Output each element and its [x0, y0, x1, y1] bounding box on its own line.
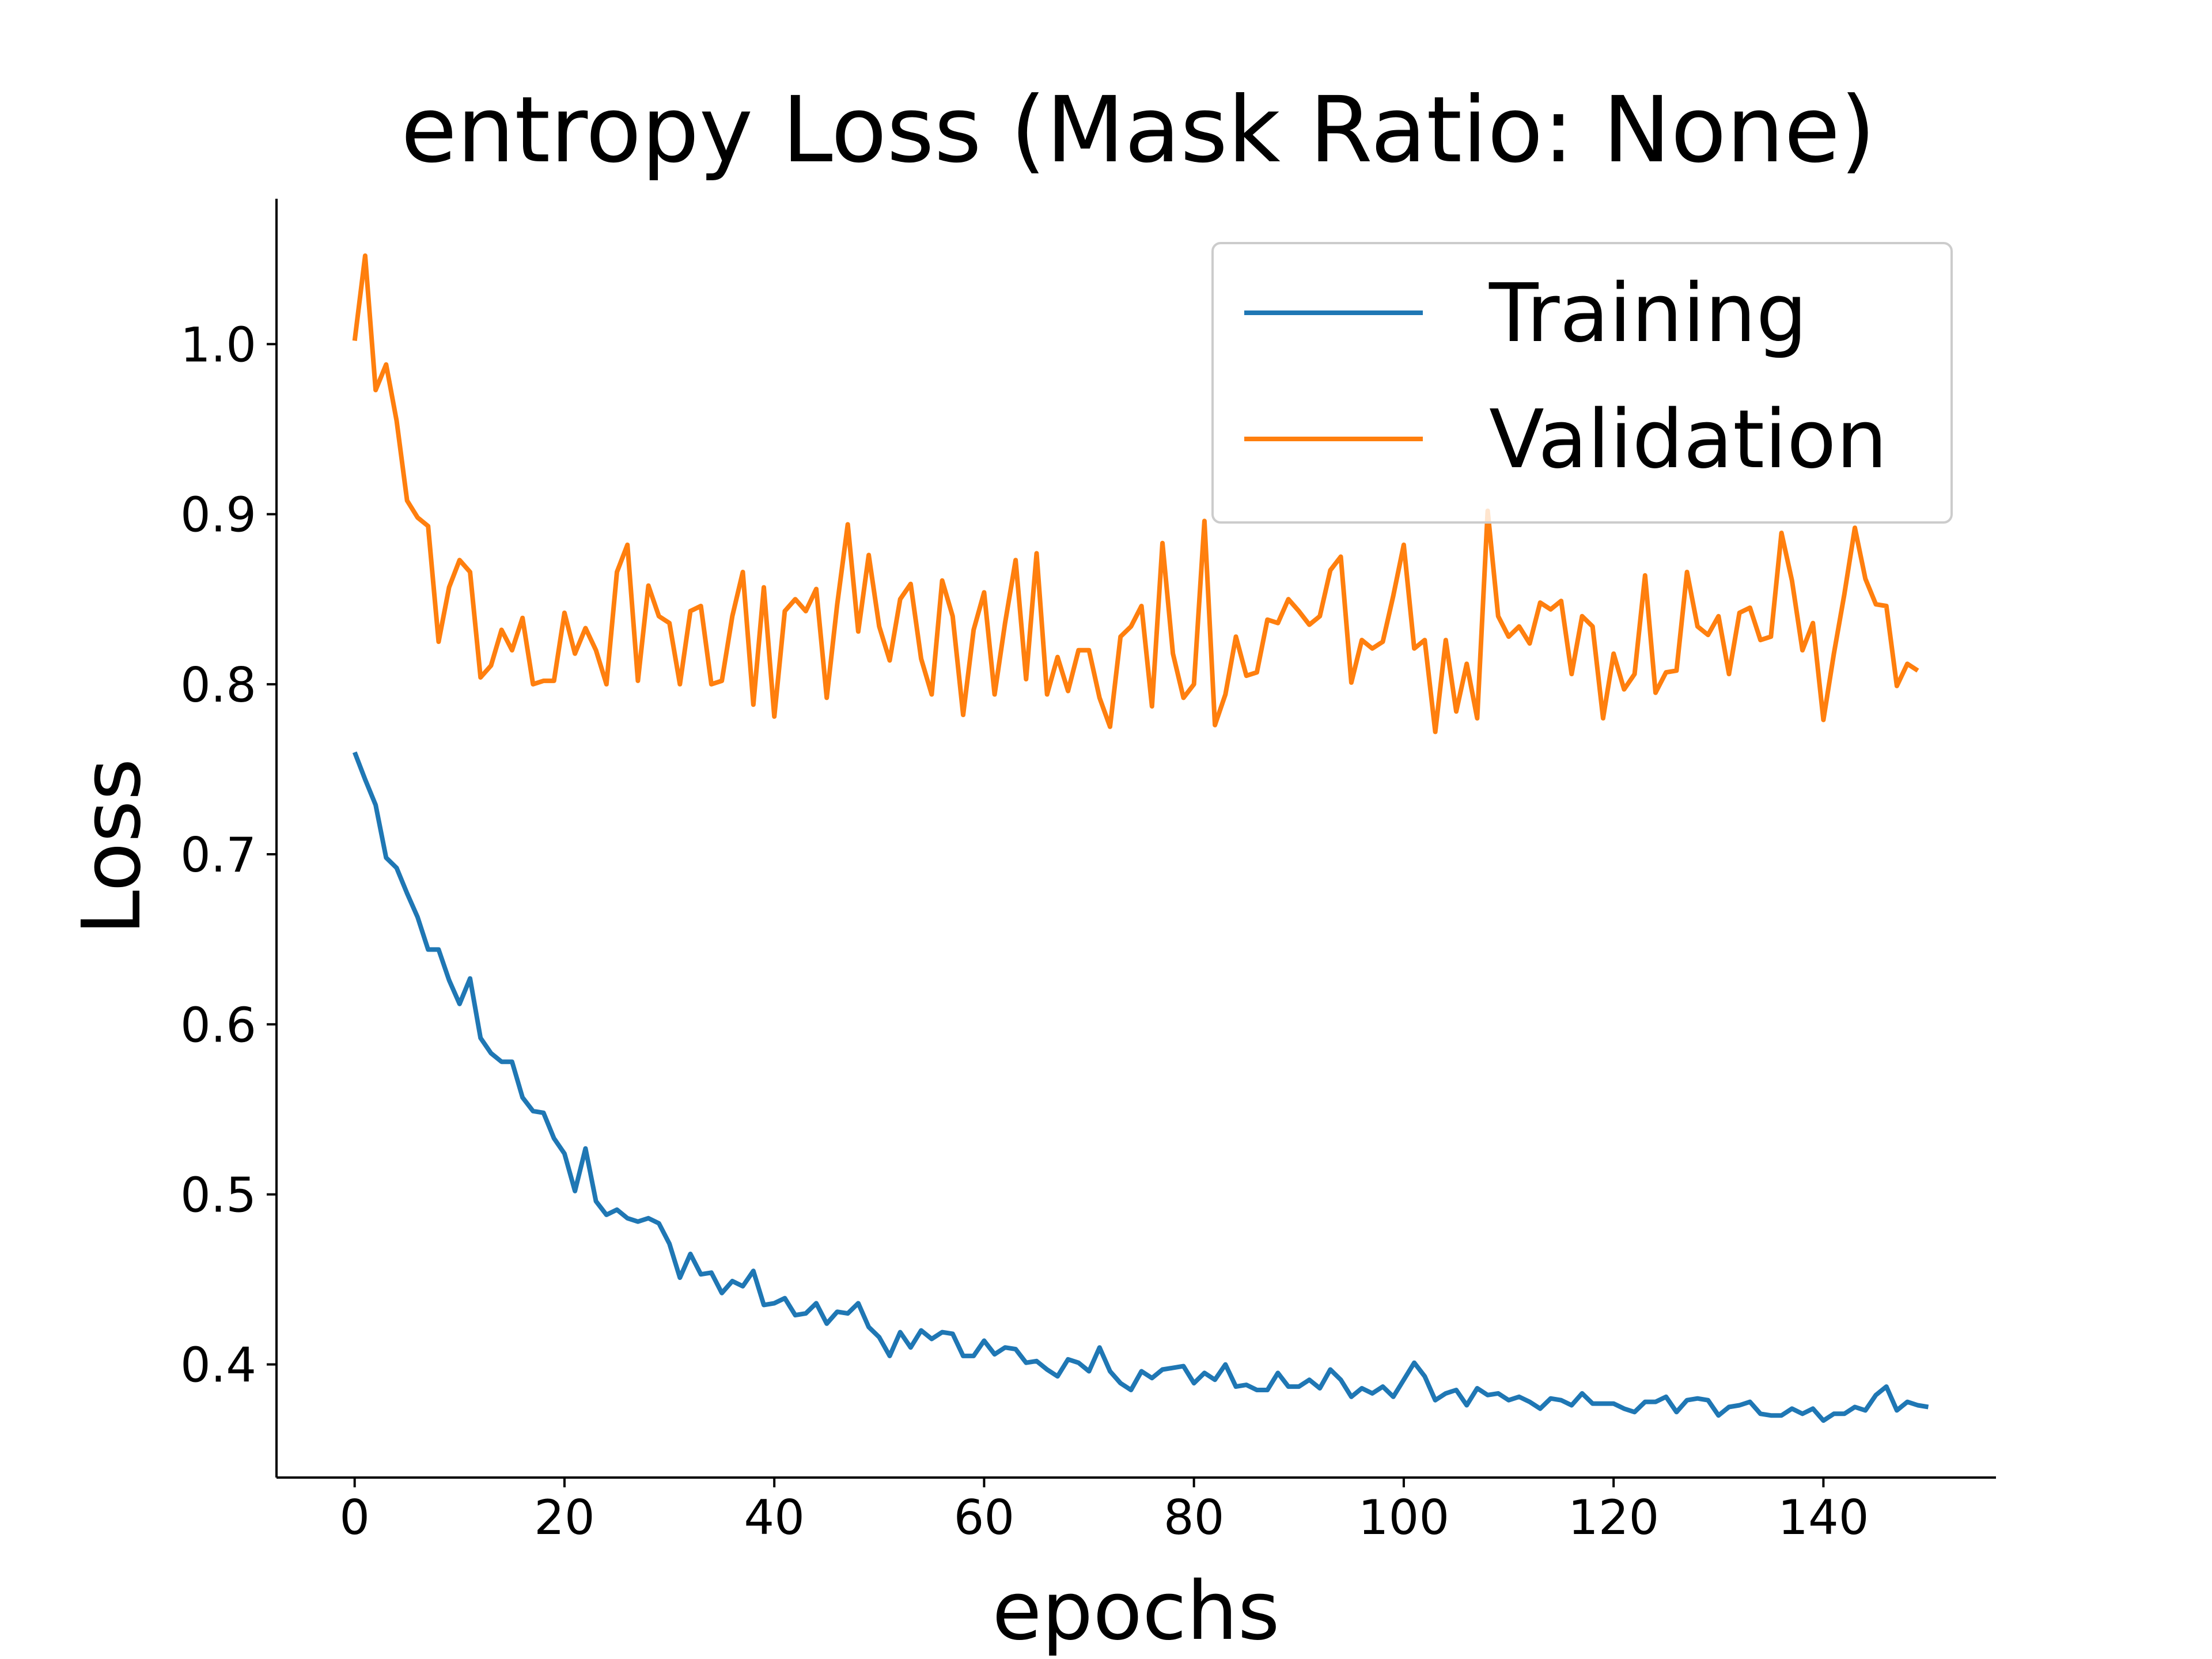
series-line-validation: [352, 253, 1919, 734]
y-tick-label: 0.5: [180, 1167, 256, 1223]
x-axis-ticks: 0 20 40 60 80 100 120 140: [339, 1478, 1869, 1546]
series-line-training: [352, 751, 1929, 1423]
legend-label-training: Training: [1488, 267, 1807, 361]
y-tick-label: 0.7: [180, 827, 256, 883]
x-axis-label: epochs: [992, 1565, 1279, 1658]
legend-label-validation: Validation: [1489, 393, 1887, 487]
x-tick-label: 60: [954, 1490, 1015, 1546]
x-tick-label: 20: [534, 1490, 595, 1546]
y-tick-label: 0.6: [180, 997, 256, 1053]
x-tick-label: 140: [1778, 1490, 1869, 1546]
x-tick-label: 120: [1568, 1490, 1659, 1546]
y-axis-label: Loss: [65, 758, 159, 935]
x-tick-label: 40: [744, 1490, 805, 1546]
x-tick-label: 100: [1358, 1490, 1449, 1546]
y-tick-label: 0.9: [180, 487, 256, 543]
y-axis-ticks: 0.4 0.5 0.6 0.7 0.8 0.9 1.0: [180, 317, 276, 1393]
y-tick-label: 0.8: [180, 657, 256, 713]
legend: Training Validation: [1211, 242, 1953, 524]
y-tick-label: 0.4: [180, 1338, 256, 1393]
y-tick-label: 1.0: [180, 317, 256, 373]
x-tick-label: 0: [339, 1490, 370, 1546]
plot-marks: [352, 253, 1929, 1423]
chart-title: entropy Loss (Mask Ratio: None): [401, 77, 1876, 183]
x-tick-label: 80: [1164, 1490, 1225, 1546]
